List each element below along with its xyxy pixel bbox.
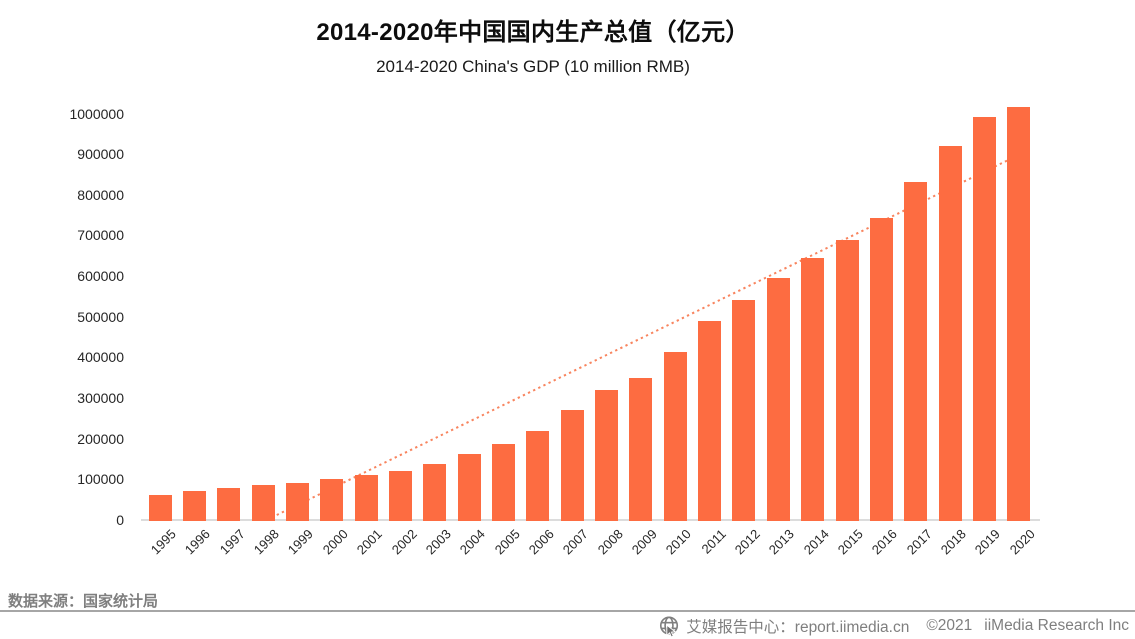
x-axis-tick-label: 1997	[216, 526, 248, 558]
x-axis-tick-label: 2002	[388, 526, 420, 558]
x-axis-tick-label: 2009	[628, 526, 660, 558]
page-title: 2014-2020年中国国内生产总值（亿元）	[316, 19, 750, 46]
x-axis-tick-label: 2010	[663, 526, 695, 558]
gdp-bar-2006	[526, 430, 550, 521]
x-axis-tick-label: 2019	[972, 526, 1004, 558]
y-axis-tick-label: 700000	[77, 227, 124, 244]
gdp-bar-2011	[698, 321, 722, 521]
y-axis-tick-label: 100000	[77, 471, 124, 488]
gdp-bar-2020	[1007, 107, 1031, 521]
x-axis-tick-label: 2014	[800, 526, 832, 558]
x-axis-tick-label: 2011	[698, 526, 729, 557]
y-axis-tick-label: 200000	[77, 430, 124, 447]
gdp-bar-2009	[629, 378, 653, 521]
gdp-bar-1995	[148, 495, 172, 521]
company-label: iiMedia Research Inc	[984, 617, 1129, 634]
y-axis-tick-label: 600000	[77, 268, 124, 285]
x-axis-tick-label: 2020	[1006, 526, 1038, 558]
gdp-bar-2000	[320, 479, 344, 521]
gdp-bar-1997	[217, 487, 241, 521]
y-axis-tick-label: 900000	[77, 146, 124, 163]
x-axis-tick-label: 2006	[525, 526, 557, 558]
gdp-bar-2016	[869, 217, 893, 521]
y-axis-tick-label: 400000	[77, 349, 124, 366]
x-axis-tick-label: 2007	[560, 526, 592, 558]
report-center-label: 艾媒报告中心：report.iimedia.cn	[686, 619, 910, 636]
gdp-bar-1998	[251, 485, 275, 521]
gdp-bar-1996	[182, 490, 206, 521]
x-axis-tick-label: 2018	[937, 526, 969, 558]
data-source-label: 数据来源：国家统计局	[8, 593, 159, 610]
gdp-bar-2008	[595, 390, 619, 521]
x-axis-tick-label: 2016	[869, 526, 901, 558]
x-axis-tick-label: 2012	[731, 526, 763, 558]
gdp-bar-2018	[938, 146, 962, 521]
y-axis-tick-label: 1000000	[69, 105, 124, 122]
footer-branding: 艾媒报告中心：report.iimedia.cn ©2021 iiMedia R…	[658, 614, 1129, 638]
x-axis-tick-label: 2000	[319, 526, 351, 558]
gdp-bar-2019	[972, 117, 996, 521]
x-axis-tick-label: 2017	[903, 526, 935, 558]
x-axis-tick-label: 1995	[147, 526, 179, 558]
gdp-bar-2007	[560, 410, 584, 521]
gdp-bar-2013	[766, 278, 790, 521]
footer-divider	[0, 610, 1135, 612]
gdp-bar-2004	[457, 454, 481, 521]
x-axis-tick-label: 1998	[250, 526, 282, 558]
page-subtitle: 2014-2020 China's GDP (10 million RMB)	[376, 57, 690, 76]
gdp-bar-2010	[663, 352, 687, 521]
gdp-bar-2002	[388, 470, 412, 521]
y-axis-tick-label: 500000	[77, 308, 124, 325]
y-axis-tick-label: 0	[116, 512, 124, 528]
y-axis-tick-label: 300000	[77, 390, 124, 407]
x-axis-tick-label: 2008	[594, 526, 626, 558]
x-axis-tick-label: 2003	[422, 526, 454, 558]
gdp-bar-2003	[423, 464, 447, 521]
x-axis-tick-label: 1999	[285, 526, 317, 558]
gdp-bar-1999	[285, 483, 309, 521]
x-axis-tick-label: 1996	[182, 526, 214, 558]
y-axis-tick-label: 800000	[77, 186, 124, 203]
globe-cursor-icon	[660, 615, 679, 638]
x-axis-tick-label: 2015	[834, 526, 866, 558]
gdp-bar-2001	[354, 474, 378, 521]
gdp-bar-2015	[835, 239, 859, 521]
gdp-bar-2005	[492, 443, 515, 521]
x-axis-tick-label: 2004	[456, 526, 489, 558]
x-axis-tick-label: 2005	[491, 526, 523, 558]
x-axis-tick-label: 2001	[353, 526, 386, 558]
copyright-label: ©2021	[926, 617, 973, 634]
x-axis-tick-label: 2013	[766, 526, 798, 558]
gdp-bar-2012	[732, 300, 756, 521]
gdp-bar-2017	[904, 181, 928, 521]
gdp-bar-2014	[801, 258, 825, 521]
